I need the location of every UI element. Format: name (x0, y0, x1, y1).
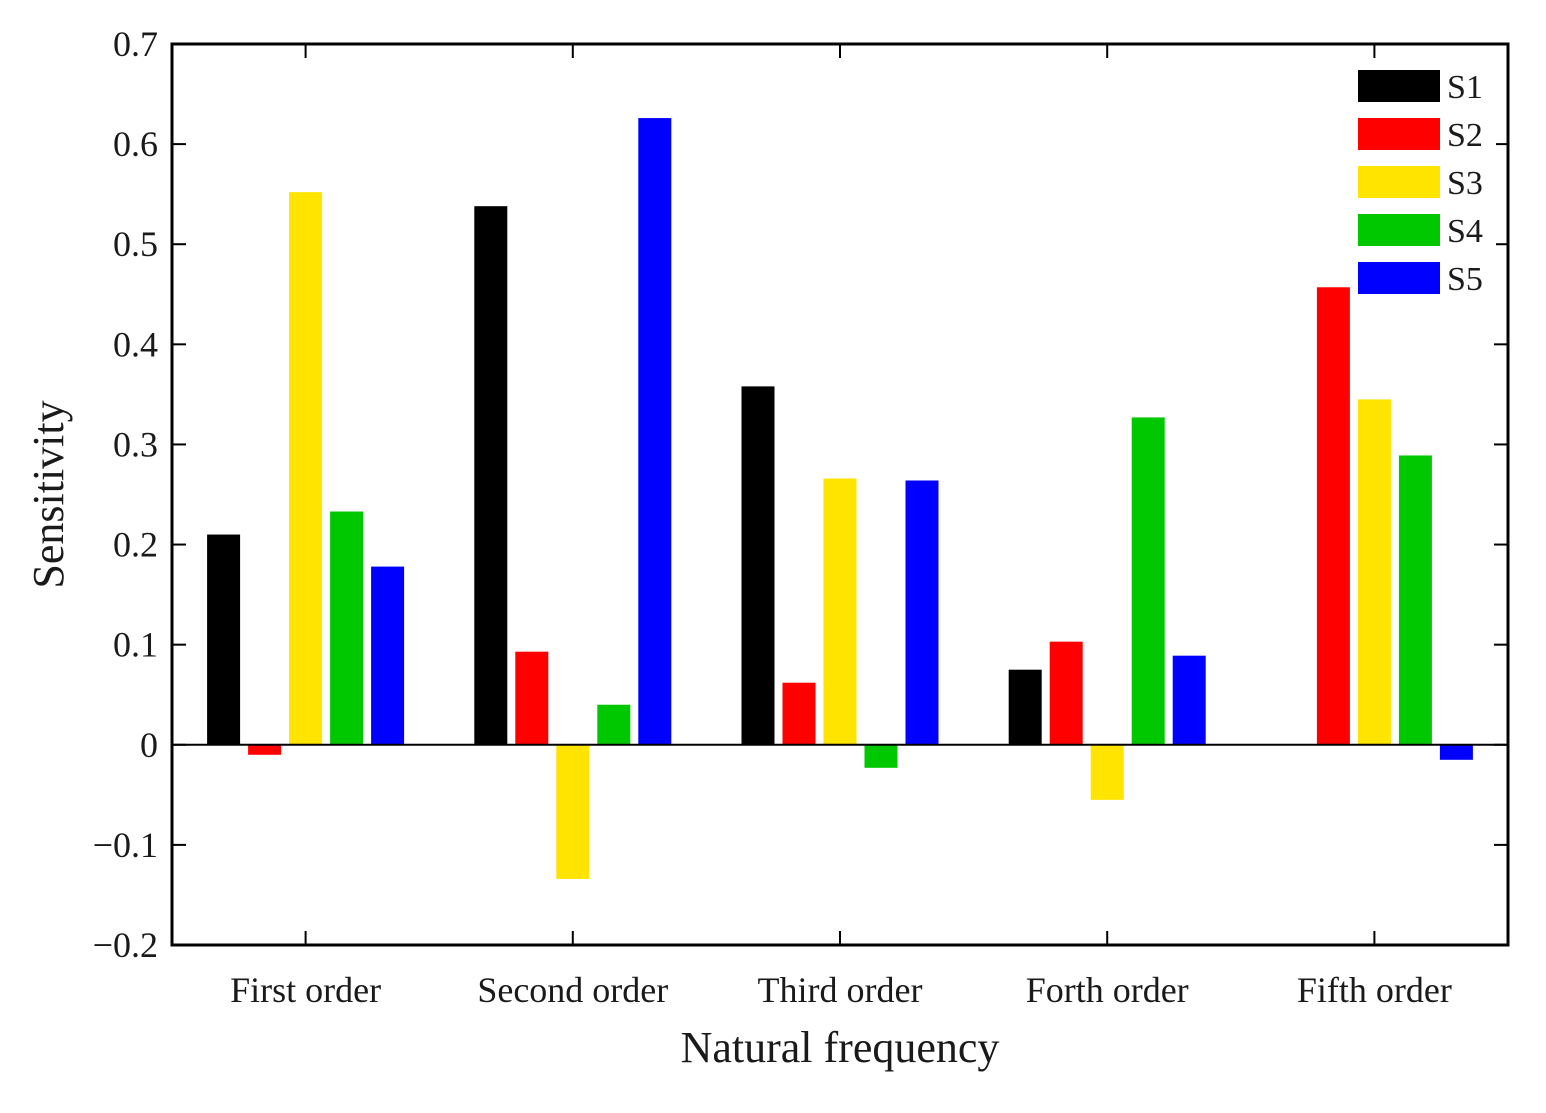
bar-s4 (330, 511, 364, 745)
legend-label-s4: S4 (1447, 213, 1483, 250)
bar-s5 (638, 118, 672, 745)
y-tick-label: 0.7 (113, 24, 158, 64)
x-tick-label: Forth order (1026, 970, 1189, 1010)
legend-label-s5: S5 (1447, 261, 1483, 298)
bar-s2 (1316, 287, 1350, 745)
y-tick-label: 0.2 (113, 525, 158, 565)
bar-s4 (597, 704, 631, 745)
y-tick-label: 0.6 (113, 124, 158, 164)
bar-s4 (1398, 455, 1432, 745)
legend-label-s1: S1 (1447, 69, 1483, 106)
bar-s1 (207, 534, 241, 745)
bar-s5 (1439, 744, 1473, 760)
x-tick-label: Second order (477, 970, 668, 1010)
legend-swatch-s2 (1358, 118, 1440, 150)
bar-s3 (556, 744, 590, 879)
bar-s1 (474, 206, 508, 745)
legend-swatch-s4 (1358, 214, 1440, 246)
y-tick-label: 0.3 (113, 424, 158, 464)
y-tick-label: 0 (140, 725, 158, 765)
y-tick-label: −0.1 (93, 825, 158, 865)
y-tick-label: 0.5 (113, 224, 158, 264)
bar-s2 (782, 682, 816, 745)
y-tick-label: −0.2 (93, 925, 158, 965)
y-axis-title: Sensitivity (24, 400, 73, 588)
bar-s2 (515, 651, 549, 745)
x-tick-label: Third order (758, 970, 923, 1010)
bar-s4 (1131, 417, 1165, 745)
legend-label-s3: S3 (1447, 165, 1483, 202)
plot-frame (170, 42, 1510, 947)
bar-s5 (371, 566, 405, 745)
y-tick-labels: −0.2 −0.1 0 0.1 0.2 0.3 0.4 0.5 0.6 0.7 (93, 24, 158, 965)
bar-s1 (1008, 669, 1042, 745)
x-axis-title: Natural frequency (681, 1023, 1000, 1072)
legend-label-s2: S2 (1447, 117, 1483, 154)
legend-swatch-s1 (1358, 70, 1440, 102)
bar-s3 (289, 192, 323, 745)
bar-s1 (741, 386, 775, 745)
bar-s2 (248, 744, 282, 755)
bars-group (207, 118, 1473, 879)
legend: S1 S2 S3 S4 S5 (1352, 62, 1496, 300)
bar-s2 (1049, 641, 1083, 745)
y-tick-label: 0.4 (113, 324, 158, 364)
x-tick-label: First order (230, 970, 381, 1010)
y-tick-label: 0.1 (113, 625, 158, 665)
legend-swatch-s5 (1358, 262, 1440, 294)
x-tick-labels: First order Second order Third order Forth … (230, 970, 1452, 1010)
bar-s5 (1172, 655, 1206, 745)
bar-s4 (864, 744, 898, 768)
bar-s3 (1357, 399, 1391, 745)
bar-s3 (823, 478, 857, 745)
legend-swatch-s3 (1358, 166, 1440, 198)
bar-s5 (905, 480, 939, 745)
bar-s3 (1090, 744, 1124, 800)
x-tick-label: Fifth order (1297, 970, 1452, 1010)
